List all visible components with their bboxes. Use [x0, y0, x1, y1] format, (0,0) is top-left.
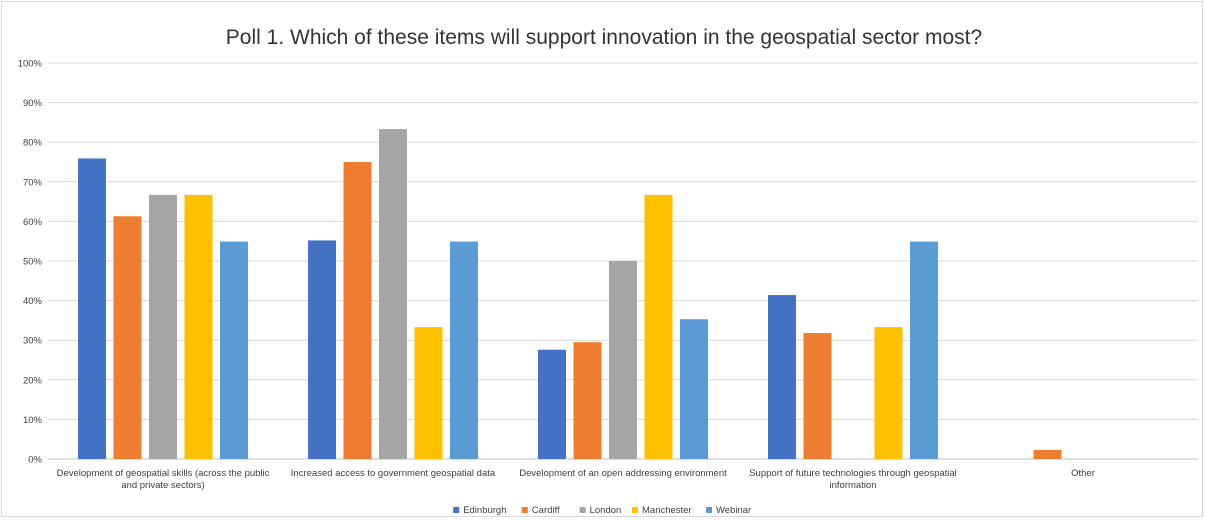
y-tick-label: 70%: [23, 177, 43, 188]
legend-swatch-cardiff: [521, 507, 528, 513]
y-tick-label: 40%: [23, 296, 43, 307]
bar-edinburgh: [538, 349, 566, 459]
x-category-label: Development of an open addressing enviro…: [519, 468, 727, 479]
bar-cardiff: [1033, 449, 1062, 459]
legend-label-cardiff: Cardiff: [532, 505, 560, 516]
legend-swatch-london: [579, 507, 586, 513]
x-category-label: Other: [1071, 468, 1095, 479]
bar-cardiff: [803, 333, 832, 459]
bar-manchester: [184, 194, 213, 460]
bar-edinburgh: [768, 295, 796, 459]
chart-title: Poll 1. Which of these items will suppor…: [226, 26, 982, 49]
y-tick-label: 60%: [23, 217, 43, 228]
x-category-label: information: [830, 480, 877, 491]
bar-webinar: [450, 241, 478, 459]
bar-london: [379, 129, 407, 459]
y-tick-label: 10%: [23, 415, 43, 426]
bar-manchester: [414, 327, 443, 459]
bar-edinburgh: [78, 158, 106, 459]
y-tick-label: 50%: [23, 257, 43, 268]
legend: Edinburgh Cardiff London Manchester Webinar: [453, 505, 751, 516]
legend-swatch-manchester: [632, 507, 638, 513]
legend-swatch-webinar: [706, 507, 712, 513]
bar-london: [149, 194, 177, 460]
legend-label-london: London: [590, 505, 622, 516]
x-category-label: Development of geospatial skills (across…: [57, 468, 270, 479]
bar-webinar: [680, 319, 708, 459]
bar-cardiff: [343, 162, 372, 459]
y-axis: 0% 10% 20% 30% 40% 50% 60% 70% 80% 90% 100%: [18, 59, 43, 466]
y-tick-label: 80%: [23, 138, 43, 149]
bar-cardiff: [573, 342, 602, 459]
bar-manchester: [874, 327, 903, 459]
bar-cardiff: [113, 216, 142, 459]
x-category-label: Support of future technologies through g…: [749, 468, 957, 479]
x-axis: Development of geospatial skills (across…: [57, 468, 1095, 491]
legend-label-webinar: Webinar: [716, 505, 751, 516]
legend-label-manchester: Manchester: [642, 505, 692, 516]
bar-webinar: [910, 241, 938, 459]
bar-edinburgh: [308, 240, 336, 459]
x-category-label: and private sectors): [121, 480, 204, 491]
x-category-label: Increased access to government geospatia…: [291, 468, 496, 479]
legend-label-edinburgh: Edinburgh: [463, 505, 506, 516]
y-tick-label: 30%: [23, 336, 43, 347]
bar-webinar: [220, 241, 248, 459]
y-tick-label: 100%: [18, 59, 43, 70]
bar-manchester: [644, 194, 673, 460]
y-tick-label: 0%: [28, 455, 42, 466]
y-tick-label: 90%: [23, 98, 43, 109]
bars: [78, 129, 1062, 460]
bar-london: [609, 261, 637, 459]
legend-swatch-edinburgh: [453, 507, 460, 513]
y-tick-label: 20%: [23, 375, 43, 386]
